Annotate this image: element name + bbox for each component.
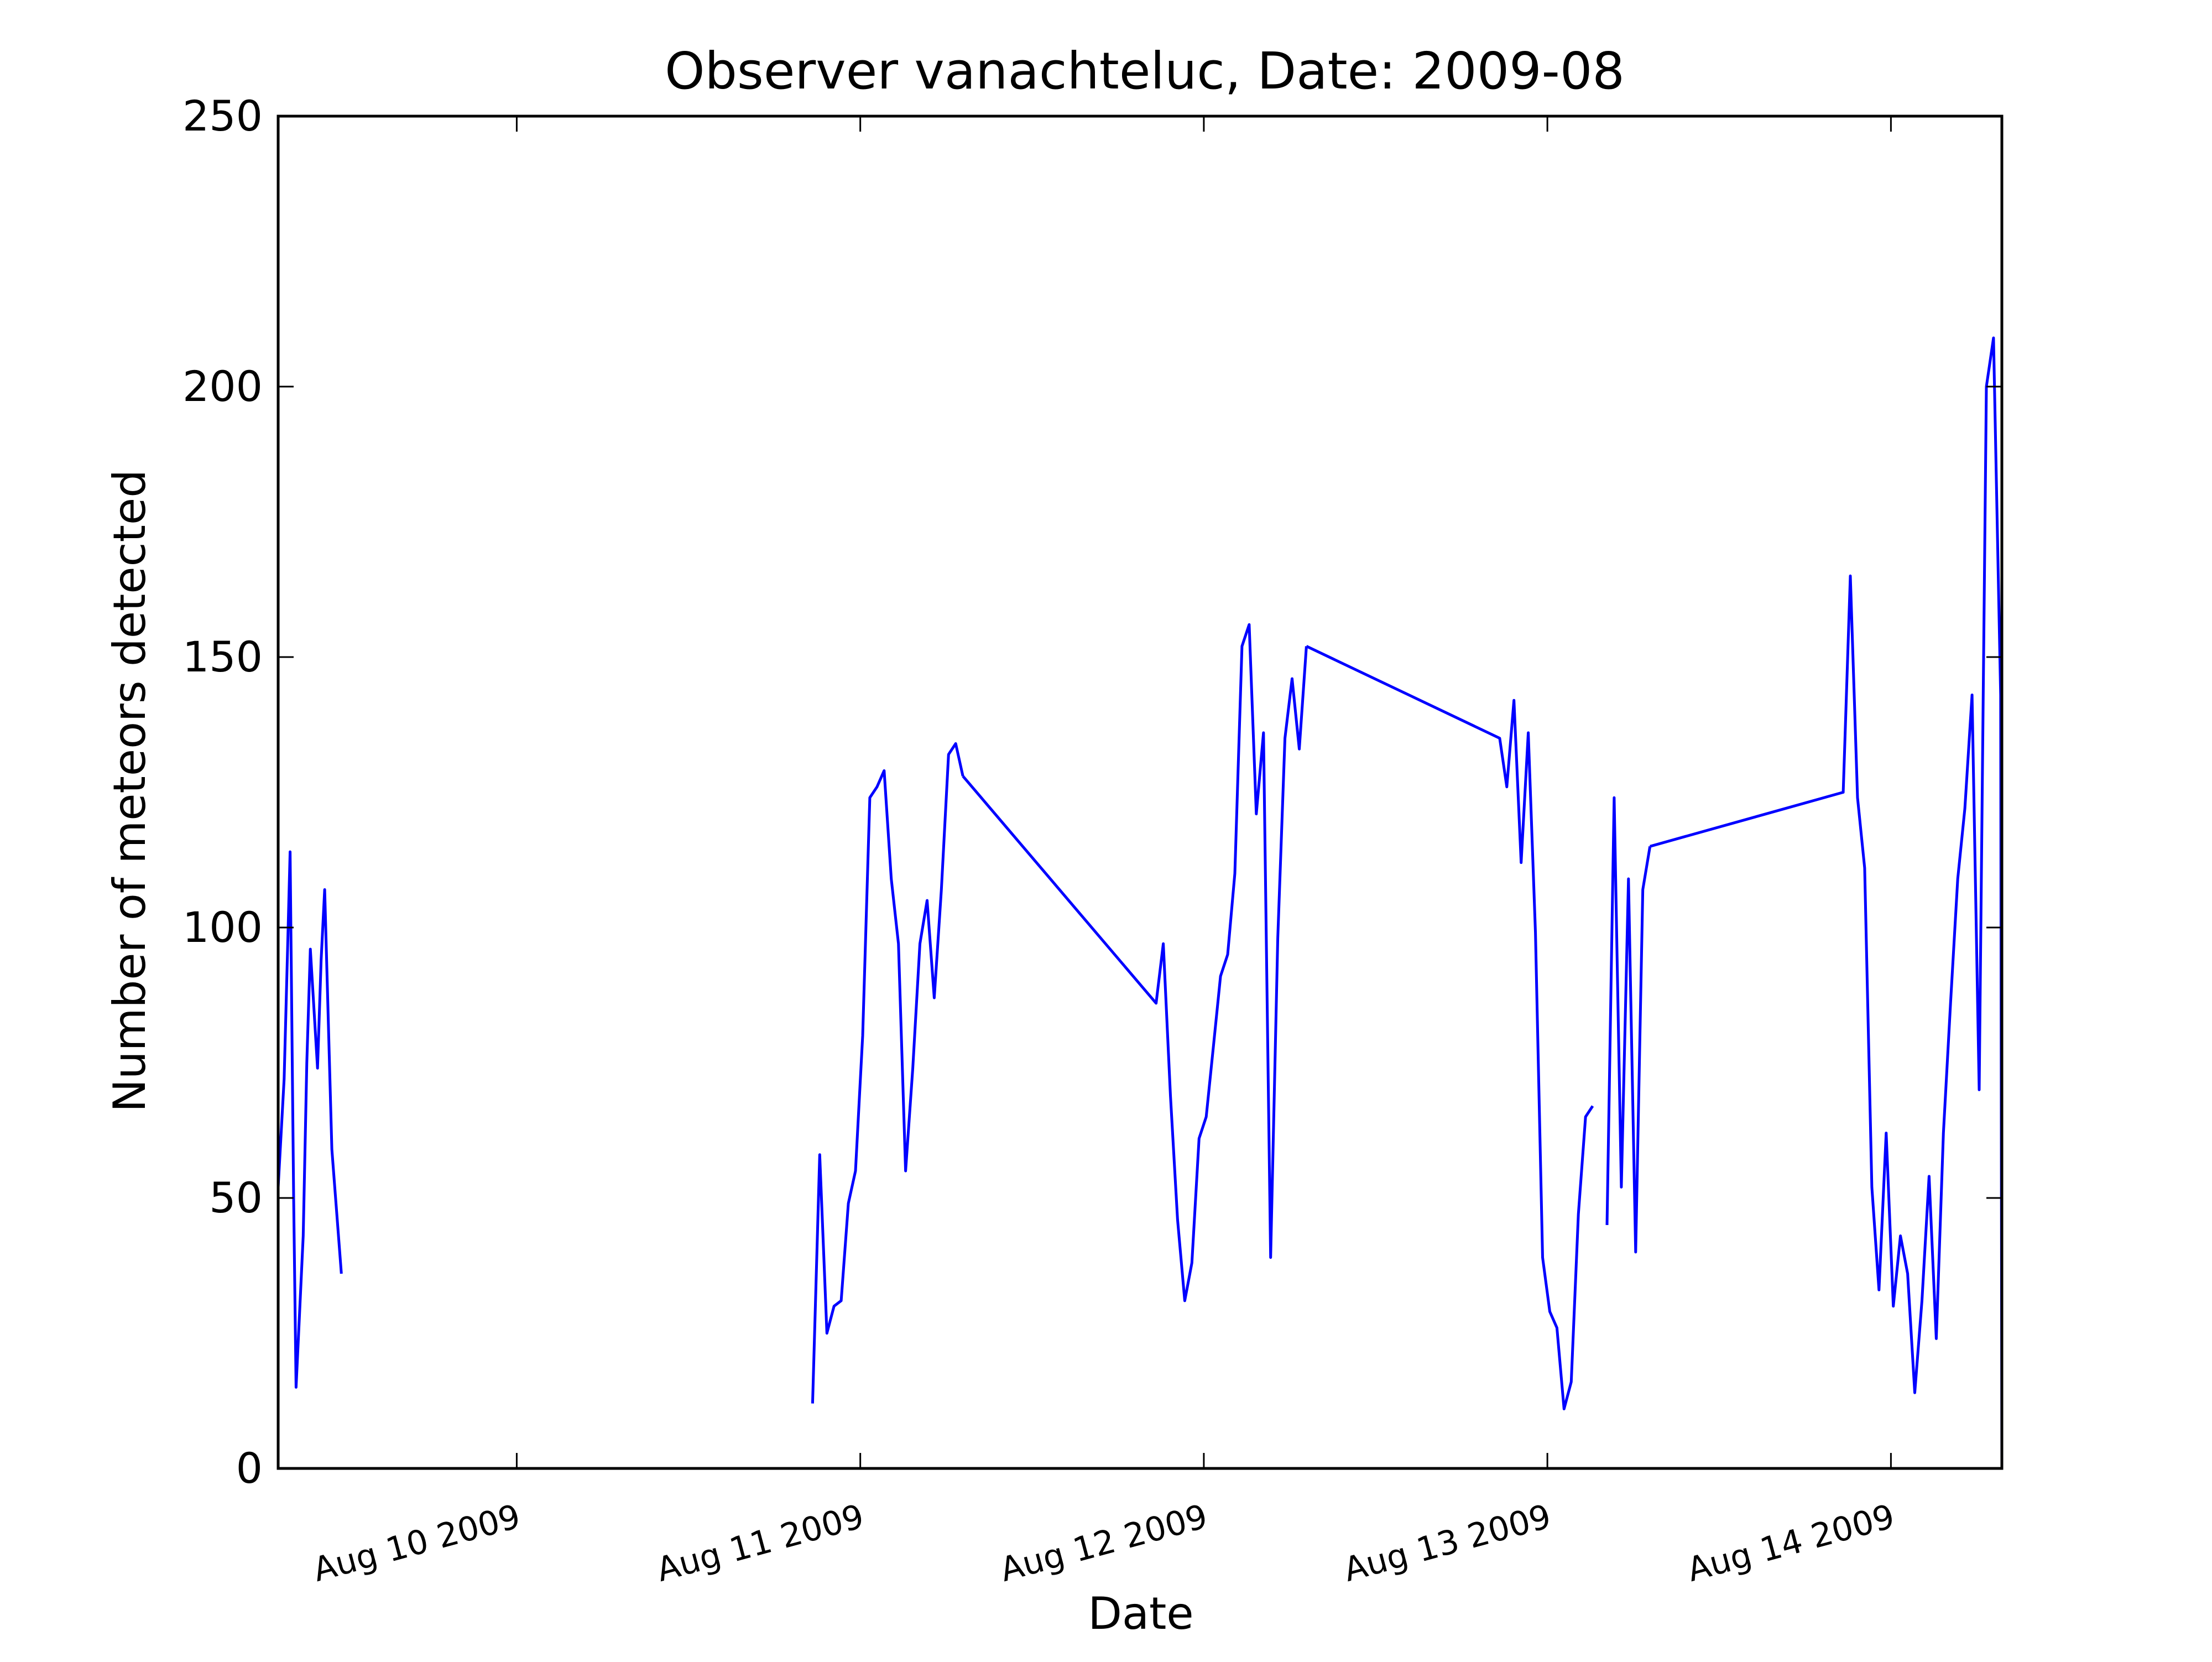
y-tick-label: 0 — [236, 1444, 263, 1493]
series-line-segment — [276, 850, 343, 1389]
x-axis-label: Date — [1088, 1588, 1193, 1639]
series-line-segment — [811, 742, 964, 1404]
y-tick-label: 50 — [209, 1173, 263, 1222]
chart-title: Observer vanachteluc, Date: 2009-08 — [665, 41, 1625, 101]
series-line-segment — [962, 623, 1308, 1302]
series-line-segment — [1650, 336, 2004, 1469]
series-line-segment — [1605, 796, 1652, 1254]
y-axis-label: Number of meteors detected — [104, 470, 155, 1112]
y-tick-label: 100 — [182, 903, 263, 952]
series-line-segment — [1306, 645, 1594, 1410]
y-tick-label: 150 — [182, 632, 263, 681]
series-layer — [276, 336, 2004, 1469]
y-tick-label: 250 — [182, 91, 263, 140]
plot-frame — [276, 114, 2004, 1470]
y-tick-label: 200 — [182, 362, 263, 411]
